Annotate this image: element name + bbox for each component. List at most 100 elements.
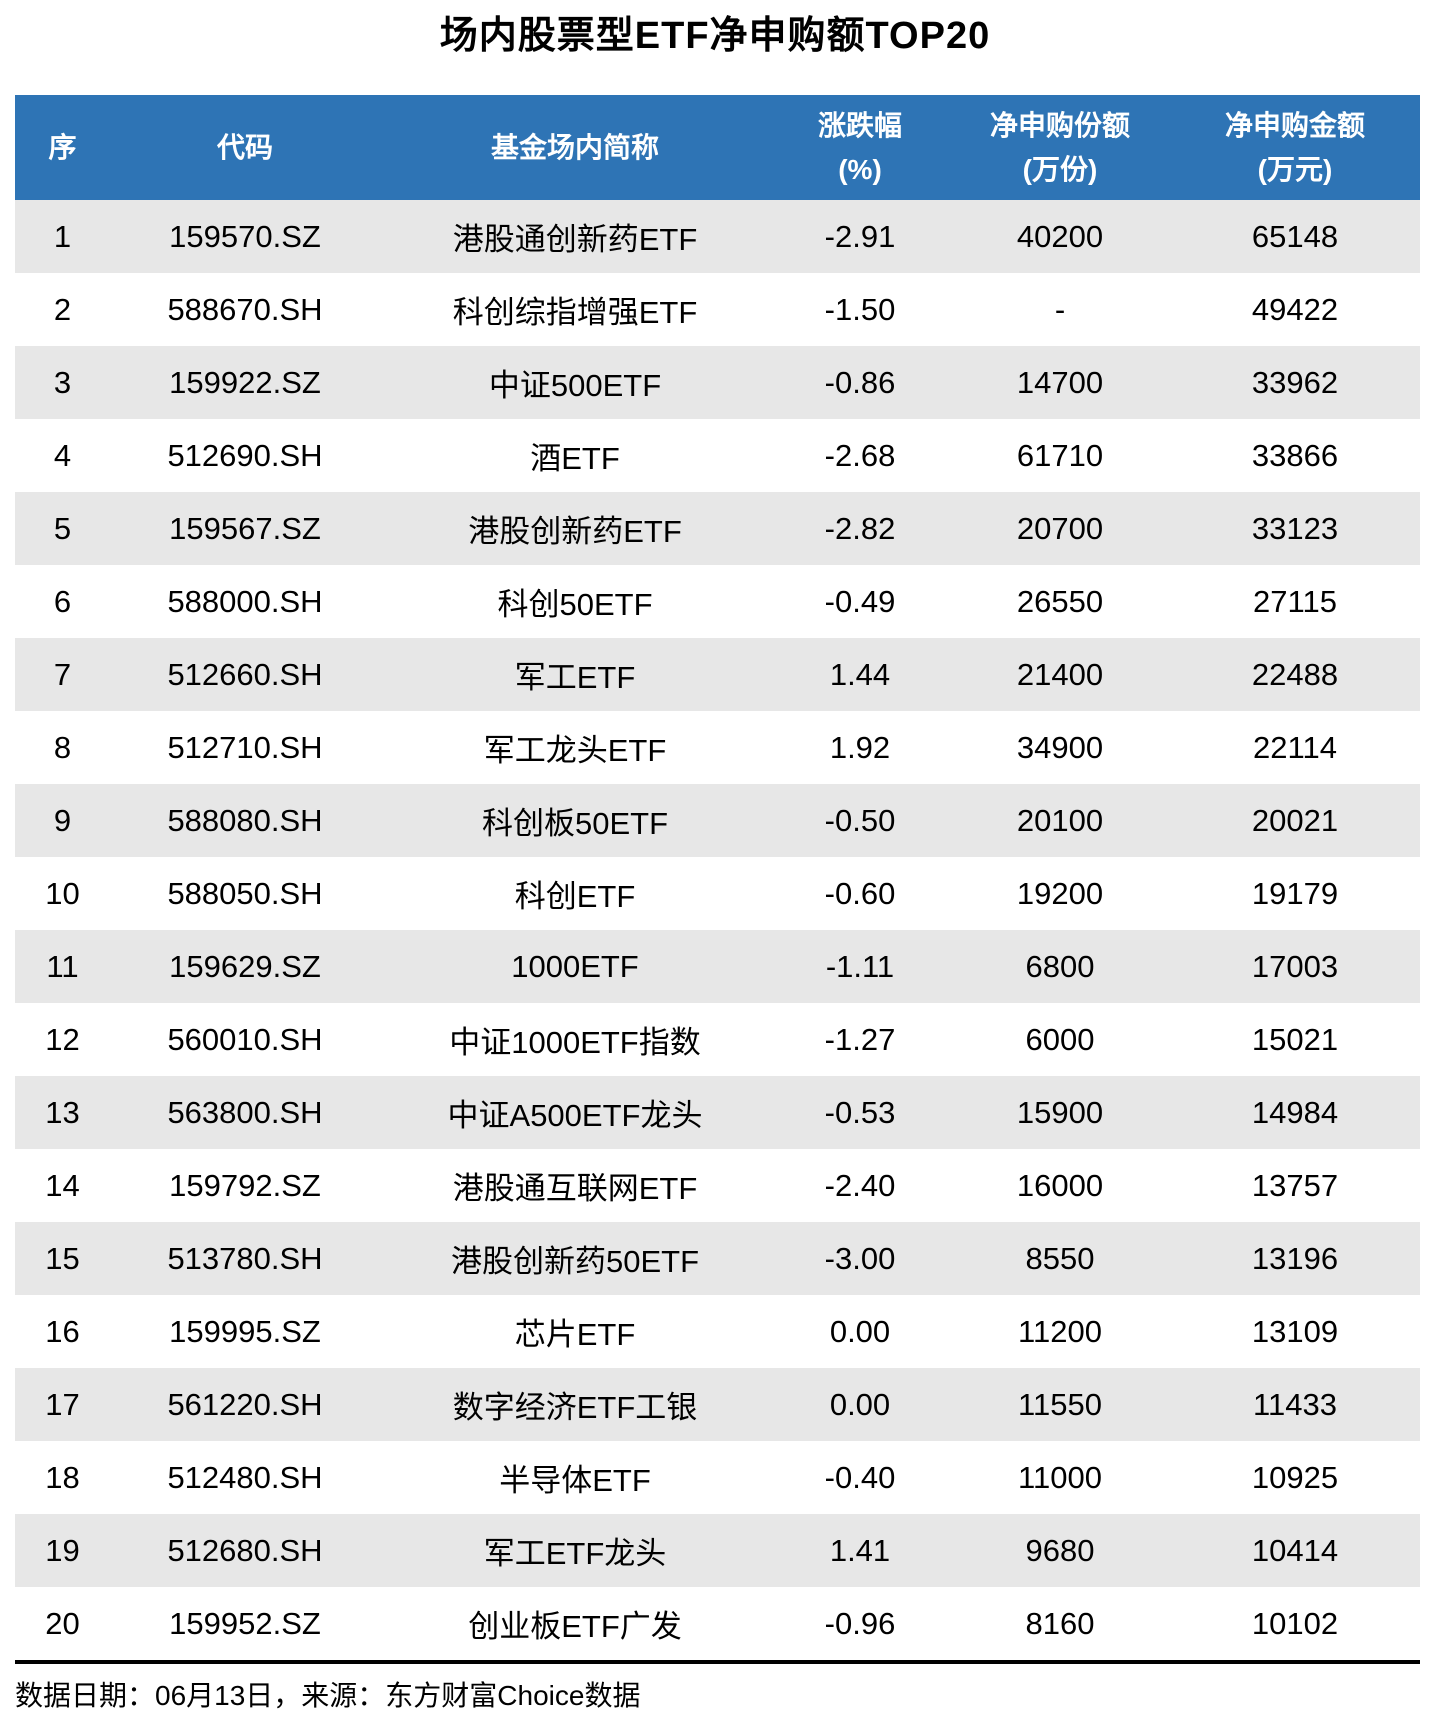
cell-seq: 14	[45, 1167, 80, 1203]
cell-net-shares: 21400	[1016, 656, 1104, 692]
cell-net-amount: 22488	[1251, 656, 1339, 692]
page-title: 场内股票型ETF净申购额TOP20	[439, 15, 991, 57]
cell-change: -0.50	[824, 802, 896, 838]
cell-change: -1.50	[824, 291, 896, 327]
cell-net-amount: 20021	[1251, 802, 1339, 838]
cell-net-shares: 9680	[1025, 1532, 1095, 1568]
cell-code: 588050.SH	[167, 875, 323, 911]
cell-change: 1.41	[829, 1532, 891, 1568]
cell-code: 513780.SH	[167, 1240, 323, 1276]
table-row: 6 588000.SH 科创50ETF -0.49 26550 27115	[15, 565, 1420, 638]
cell-name: 军工龙头ETF	[483, 733, 667, 768]
cell-code: 159952.SZ	[169, 1605, 321, 1641]
cell-net-amount: 22114	[1253, 729, 1337, 765]
table-row: 8 512710.SH 军工龙头ETF 1.92 34900 22114	[15, 711, 1420, 784]
table-row: 19 512680.SH 军工ETF龙头 1.41 9680 10414	[15, 1514, 1420, 1587]
cell-net-shares: 8550	[1025, 1240, 1095, 1276]
cell-net-amount: 17003	[1251, 948, 1339, 984]
cell-code: 159629.SZ	[169, 948, 321, 984]
cell-net-amount: 13757	[1251, 1167, 1339, 1203]
cell-change: -0.86	[824, 364, 896, 400]
column-header-seq: 序	[15, 126, 110, 170]
cell-net-amount: 13196	[1251, 1240, 1339, 1276]
cell-change: 0.00	[829, 1386, 891, 1422]
cell-code: 588080.SH	[167, 802, 323, 838]
cell-net-shares: 14700	[1016, 364, 1104, 400]
cell-change: -0.60	[824, 875, 896, 911]
column-header-label: 基金场内简称	[490, 131, 659, 163]
cell-net-shares: 34900	[1016, 729, 1104, 765]
cell-seq: 10	[45, 875, 80, 911]
cell-seq: 4	[53, 437, 72, 473]
cell-net-amount: 19179	[1251, 875, 1339, 911]
cell-net-amount: 33866	[1251, 437, 1339, 473]
cell-change: -1.27	[824, 1021, 896, 1057]
cell-change: -2.91	[824, 218, 896, 254]
cell-change: 1.92	[829, 729, 891, 765]
cell-name: 港股通互联网ETF	[452, 1171, 698, 1206]
cell-net-shares: 8160	[1025, 1605, 1095, 1641]
column-header-name: 基金场内简称	[380, 126, 770, 170]
cell-name: 科创板50ETF	[481, 806, 669, 841]
cell-change: 1.44	[829, 656, 891, 692]
cell-code: 159995.SZ	[169, 1313, 321, 1349]
cell-code: 563800.SH	[167, 1094, 323, 1130]
cell-name: 芯片ETF	[514, 1317, 636, 1352]
data-source-note: 数据日期：06月13日，来源：东方财富Choice数据	[15, 1680, 641, 1711]
cell-change: 0.00	[829, 1313, 891, 1349]
cell-seq: 7	[53, 656, 72, 692]
cell-seq: 9	[53, 802, 72, 838]
table-row: 10 588050.SH 科创ETF -0.60 19200 19179	[15, 857, 1420, 930]
cell-name: 科创综指增强ETF	[452, 295, 698, 330]
cell-net-amount: 33962	[1251, 364, 1339, 400]
table-row: 15 513780.SH 港股创新药50ETF -3.00 8550 13196	[15, 1222, 1420, 1295]
cell-code: 159570.SZ	[169, 218, 321, 254]
cell-seq: 13	[45, 1094, 80, 1130]
cell-seq: 20	[45, 1605, 80, 1641]
cell-name: 中证500ETF	[488, 368, 662, 403]
cell-code: 159922.SZ	[169, 364, 321, 400]
column-header-label: 涨跌幅	[817, 109, 902, 141]
column-header-change: 涨跌幅 (%)	[770, 104, 950, 192]
cell-name: 数字经济ETF工银	[452, 1390, 698, 1425]
table-row: 2 588670.SH 科创综指增强ETF -1.50 - 49422	[15, 273, 1420, 346]
cell-name: 酒ETF	[530, 441, 620, 476]
cell-net-amount: 13109	[1251, 1313, 1339, 1349]
cell-net-amount: 15021	[1251, 1021, 1339, 1057]
table-header-row: 序 代码 基金场内简称 涨跌幅 (%) 净申购份额 (万份) 净申购金额 (万元…	[15, 95, 1420, 200]
cell-seq: 16	[45, 1313, 80, 1349]
column-header-sub: (%)	[838, 153, 882, 185]
table-row: 3 159922.SZ 中证500ETF -0.86 14700 33962	[15, 346, 1420, 419]
cell-change: -1.11	[825, 948, 895, 984]
cell-code: 512680.SH	[167, 1532, 323, 1568]
table-row: 16 159995.SZ 芯片ETF 0.00 11200 13109	[15, 1295, 1420, 1368]
cell-net-amount: 10925	[1251, 1459, 1339, 1495]
cell-code: 588000.SH	[167, 583, 323, 619]
cell-net-shares: 6800	[1025, 948, 1095, 984]
cell-change: -0.96	[824, 1605, 896, 1641]
column-header-net-amount: 净申购金额 (万元)	[1170, 104, 1420, 192]
cell-name: 科创ETF	[514, 879, 636, 914]
cell-net-amount: 10414	[1251, 1532, 1339, 1568]
cell-name: 军工ETF龙头	[483, 1536, 667, 1571]
column-header-label: 净申购份额	[989, 109, 1130, 141]
cell-code: 512710.SH	[167, 729, 323, 765]
cell-seq: 18	[45, 1459, 80, 1495]
cell-code: 560010.SH	[167, 1021, 323, 1057]
cell-net-shares: 20700	[1016, 510, 1104, 546]
cell-change: -3.00	[824, 1240, 896, 1276]
cell-code: 588670.SH	[167, 291, 323, 327]
cell-net-shares: 26550	[1016, 583, 1104, 619]
cell-net-amount: 33123	[1251, 510, 1339, 546]
table-row: 17 561220.SH 数字经济ETF工银 0.00 11550 11433	[15, 1368, 1420, 1441]
cell-net-amount: 65148	[1251, 218, 1339, 254]
cell-seq: 17	[45, 1386, 80, 1422]
cell-net-amount: 11433	[1253, 1386, 1337, 1422]
cell-net-shares: 20100	[1016, 802, 1104, 838]
column-header-sub: (万元)	[1257, 153, 1333, 185]
cell-change: -0.53	[824, 1094, 896, 1130]
cell-net-shares: 15900	[1016, 1094, 1104, 1130]
cell-seq: 19	[45, 1532, 80, 1568]
column-header-net-shares: 净申购份额 (万份)	[950, 104, 1170, 192]
cell-seq: 2	[53, 291, 72, 327]
